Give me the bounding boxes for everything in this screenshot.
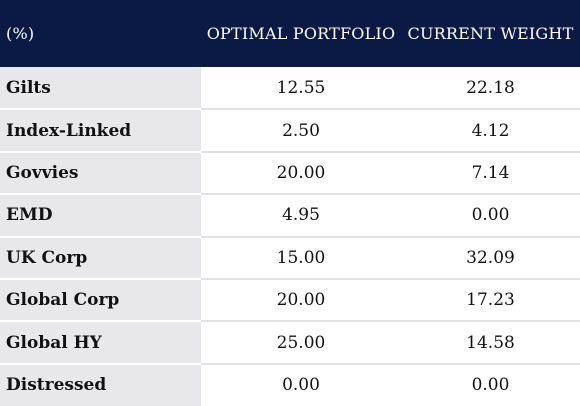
current-value: 7.14 [401, 150, 580, 195]
optimal-value: 2.50 [201, 108, 401, 152]
current-value: 22.18 [466, 77, 515, 98]
header-optimal-portfolio: OPTIMAL PORTFOLIO [201, 0, 401, 67]
current-value: 0.00 [401, 362, 580, 406]
table-row: Global Corp 20.00 17.23 [0, 277, 580, 322]
optimal-value: 15.00 [201, 235, 401, 279]
table-row: Global HY 25.00 14.58 [0, 320, 580, 364]
optimal-value: 20.00 [201, 150, 401, 195]
table-header: (%) OPTIMAL PORTFOLIO CURRENT WEIGHT [0, 0, 580, 67]
table-row: Index-Linked 2.50 4.12 [0, 108, 580, 152]
current-value: 17.23 [401, 277, 580, 322]
header-units: (%) [0, 0, 201, 67]
optimal-value: 20.00 [201, 277, 401, 322]
optimal-value: 0.00 [201, 362, 401, 406]
table-row: Distressed 0.00 0.00 [0, 362, 580, 406]
current-value: 14.58 [401, 320, 580, 364]
row-label: Global Corp [0, 277, 201, 322]
row-label: Index-Linked [0, 108, 201, 152]
optimal-value: 25.00 [201, 320, 401, 364]
row-label: Govvies [0, 150, 201, 195]
current-value: 4.12 [401, 108, 580, 152]
row-label: EMD [0, 193, 201, 237]
table-row: UK Corp 15.00 32.09 [0, 235, 580, 279]
current-value: 0.00 [401, 193, 580, 237]
optimal-value: 12.55 [276, 77, 326, 98]
header-current-weight: CURRENT WEIGHT [401, 0, 580, 67]
table-row: Govvies 20.00 7.14 [0, 150, 580, 195]
row-label: Gilts [0, 67, 201, 110]
optimal-value: 4.95 [201, 193, 401, 237]
row-label: Global HY [0, 320, 201, 364]
table-body: Gilts 12.55 22.18 Index-Linked 2.50 4.12… [0, 67, 580, 406]
header-row: (%) OPTIMAL PORTFOLIO CURRENT WEIGHT [0, 0, 580, 67]
row-label: Distressed [0, 362, 201, 406]
table-row: Gilts 12.55 22.18 [0, 67, 580, 110]
current-value: 32.09 [401, 235, 580, 279]
table-row: EMD 4.95 0.00 [0, 193, 580, 237]
row-label: UK Corp [0, 235, 201, 279]
